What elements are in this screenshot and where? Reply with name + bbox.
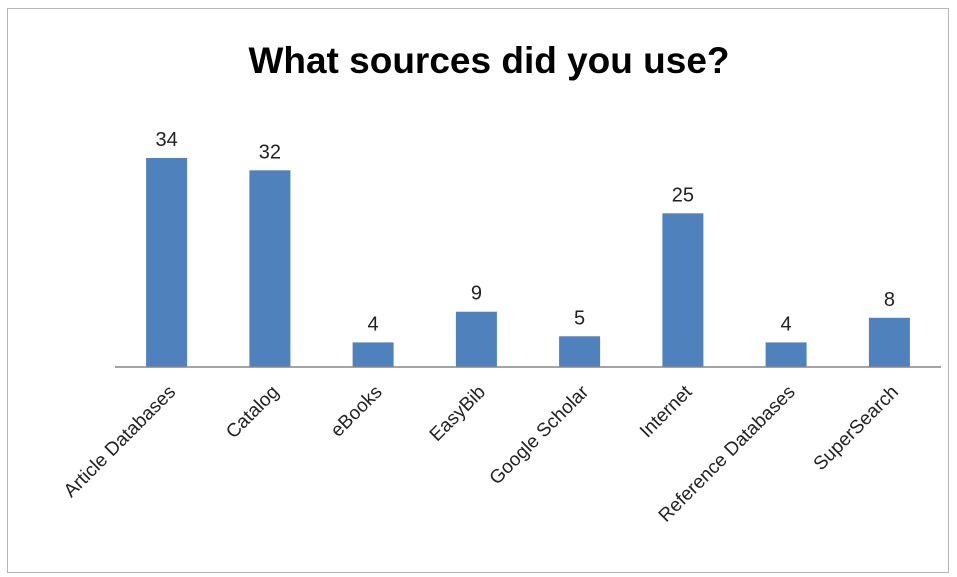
data-label-5: 25	[672, 184, 694, 206]
data-labels-group: 34 32 4 9 5 25 4 8	[155, 129, 894, 335]
data-label-4: 5	[574, 307, 585, 329]
x-tick-label-3: EasyBib	[426, 382, 490, 446]
data-label-3: 9	[471, 283, 482, 305]
x-tick-label-7: SuperSearch	[810, 382, 903, 475]
bar-7	[868, 317, 910, 367]
x-tick-labels-group: Article Databases Catalog eBooks EasyBibGoo…	[60, 381, 903, 526]
bar-2	[352, 342, 394, 367]
x-tick-label-1: Catalog	[222, 382, 283, 443]
bar-1	[249, 170, 291, 367]
bar-0	[146, 158, 188, 367]
bar-5	[662, 213, 704, 367]
data-label-1: 32	[259, 141, 281, 163]
x-tick-label-4: Google Scholar	[486, 381, 594, 489]
chart-title: What sources did you use?	[248, 40, 729, 81]
data-label-2: 4	[368, 313, 379, 335]
data-label-6: 4	[781, 313, 792, 335]
data-label-7: 8	[884, 289, 895, 311]
bar-3	[455, 311, 497, 367]
bars-group	[146, 158, 910, 367]
x-tick-label-0: Article Databases	[60, 382, 180, 502]
x-tick-label-2: eBooks	[327, 382, 387, 442]
bar-4	[559, 336, 601, 367]
data-label-0: 34	[155, 129, 177, 151]
x-tick-label-5: Internet	[636, 381, 697, 442]
bar-6	[765, 342, 807, 367]
